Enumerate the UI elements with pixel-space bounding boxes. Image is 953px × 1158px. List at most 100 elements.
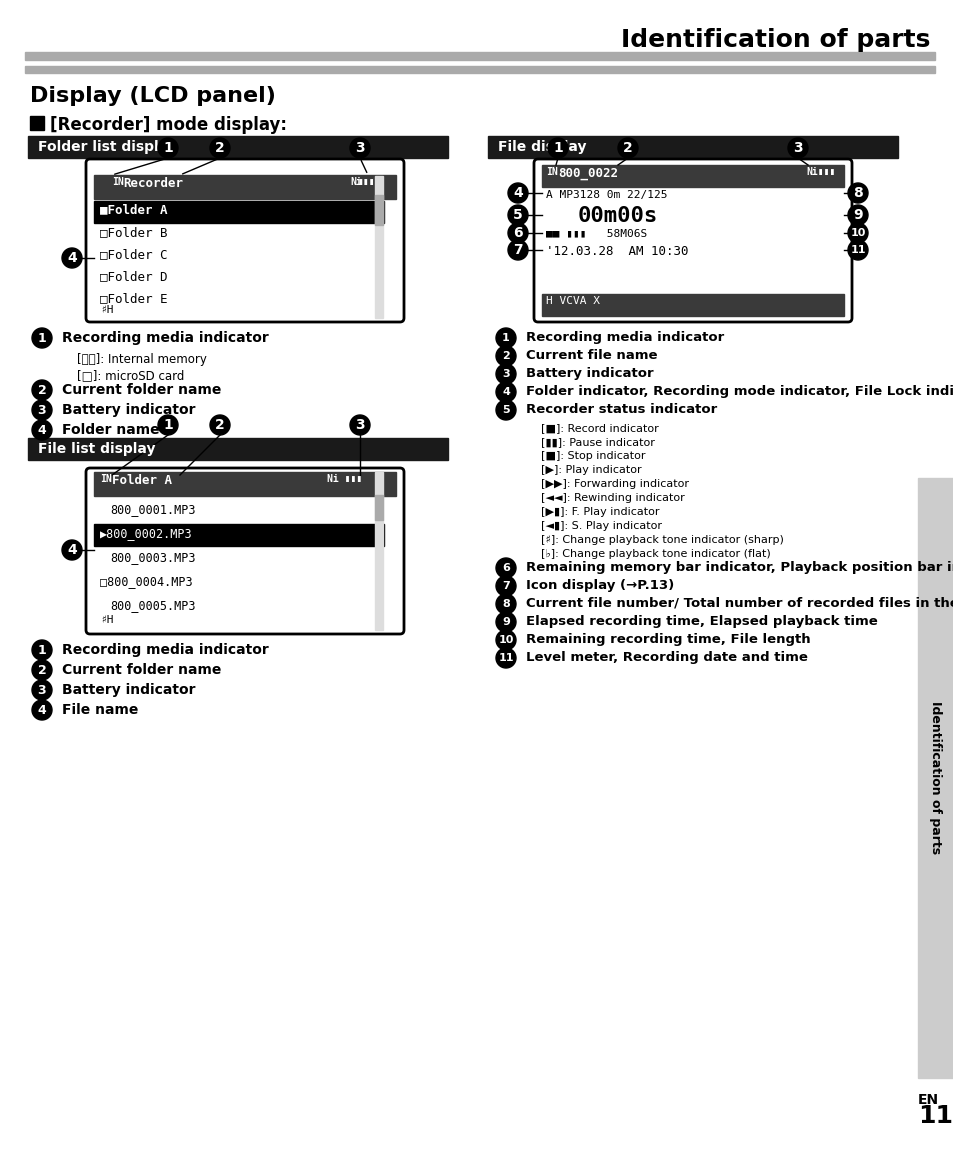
Text: ■■ ▮▮▮   58M06S: ■■ ▮▮▮ 58M06S	[545, 228, 646, 239]
Bar	[94, 201, 384, 223]
Circle shape	[32, 660, 52, 680]
Circle shape	[847, 240, 867, 261]
FancyBboxPatch shape	[534, 159, 851, 322]
Circle shape	[496, 364, 516, 384]
Bar	[94, 525, 384, 547]
Text: 3: 3	[355, 141, 364, 155]
Text: 1: 1	[163, 141, 172, 155]
Circle shape	[496, 328, 516, 349]
Circle shape	[32, 328, 52, 349]
Text: [ⓘⓓ]: Internal memory: [ⓘⓓ]: Internal memory	[77, 353, 207, 366]
Text: Current file number/ Total number of recorded files in the folder: Current file number/ Total number of rec…	[525, 598, 953, 610]
Bar	[30, 116, 44, 130]
Text: 2: 2	[214, 418, 225, 432]
Text: □Folder E: □Folder E	[100, 292, 168, 305]
Text: 1: 1	[37, 331, 47, 344]
Text: File name: File name	[62, 703, 138, 717]
Text: 2: 2	[214, 141, 225, 155]
Circle shape	[496, 630, 516, 650]
Text: 2: 2	[37, 383, 47, 396]
Text: ♯H: ♯H	[100, 615, 113, 625]
Text: 10: 10	[497, 635, 513, 645]
Bar	[541, 164, 843, 186]
Text: □Folder B: □Folder B	[100, 226, 168, 239]
Text: Level meter, Recording date and time: Level meter, Recording date and time	[525, 651, 807, 664]
Text: Recording media indicator: Recording media indicator	[525, 331, 723, 344]
Text: 11: 11	[497, 653, 514, 664]
Text: EN: EN	[917, 1093, 938, 1107]
Circle shape	[618, 138, 638, 157]
Circle shape	[32, 400, 52, 420]
Bar	[25, 66, 934, 73]
Text: [♭]: Change playback tone indicator (flat): [♭]: Change playback tone indicator (fla…	[540, 549, 770, 559]
Text: [□]: microSD card: [□]: microSD card	[77, 369, 184, 382]
Circle shape	[507, 205, 527, 225]
Text: 8: 8	[501, 599, 509, 609]
Text: Folder list display: Folder list display	[38, 140, 176, 154]
Circle shape	[496, 611, 516, 632]
Circle shape	[496, 400, 516, 420]
Bar	[94, 175, 395, 199]
Text: Icon display (→P.13): Icon display (→P.13)	[525, 579, 674, 592]
Text: 4: 4	[513, 186, 522, 200]
Text: 800_0001.MP3: 800_0001.MP3	[110, 503, 195, 516]
Circle shape	[847, 223, 867, 243]
Circle shape	[350, 415, 370, 435]
Text: Display (LCD panel): Display (LCD panel)	[30, 86, 275, 107]
Circle shape	[507, 183, 527, 203]
Text: [▮▮]: Pause indicator: [▮▮]: Pause indicator	[540, 437, 654, 447]
Circle shape	[847, 205, 867, 225]
Text: A MP3128 0m 22/125: A MP3128 0m 22/125	[545, 190, 667, 200]
Circle shape	[496, 576, 516, 596]
Text: Remaining memory bar indicator, Playback position bar indicator: Remaining memory bar indicator, Playback…	[525, 560, 953, 574]
Text: 800_0005.MP3: 800_0005.MP3	[110, 599, 195, 611]
Text: Folder indicator, Recording mode indicator, File Lock indicator: Folder indicator, Recording mode indicat…	[525, 384, 953, 398]
Text: 6: 6	[513, 226, 522, 240]
Bar	[375, 176, 382, 318]
Text: [◄◄]: Rewinding indicator: [◄◄]: Rewinding indicator	[540, 493, 684, 503]
Text: '12.03.28  AM 10:30: '12.03.28 AM 10:30	[545, 245, 688, 258]
Text: IN: IN	[112, 177, 124, 186]
Text: 3: 3	[38, 403, 47, 417]
Text: 1: 1	[553, 141, 562, 155]
Circle shape	[32, 680, 52, 699]
Text: 3: 3	[501, 369, 509, 379]
Text: □Folder D: □Folder D	[100, 270, 168, 283]
Circle shape	[847, 183, 867, 203]
Circle shape	[32, 380, 52, 400]
Text: 9: 9	[852, 208, 862, 222]
FancyBboxPatch shape	[86, 159, 403, 322]
Circle shape	[496, 648, 516, 668]
Bar	[28, 135, 448, 157]
Text: 6: 6	[501, 563, 510, 573]
Bar	[375, 195, 382, 225]
Text: 1: 1	[501, 334, 509, 343]
Text: Current folder name: Current folder name	[62, 383, 221, 397]
Text: 4: 4	[67, 543, 77, 557]
Circle shape	[496, 346, 516, 366]
Circle shape	[787, 138, 807, 157]
Text: 4: 4	[37, 704, 47, 717]
Text: 1: 1	[37, 644, 47, 657]
Circle shape	[158, 138, 178, 157]
Bar	[94, 472, 395, 496]
Text: Identification of parts: Identification of parts	[928, 702, 942, 855]
Text: Current file name: Current file name	[525, 349, 657, 362]
Circle shape	[32, 420, 52, 440]
Text: ■Folder A: ■Folder A	[100, 203, 168, 217]
Bar	[28, 438, 448, 460]
Text: 7: 7	[513, 243, 522, 257]
Text: File list display: File list display	[38, 442, 155, 456]
Text: 3: 3	[792, 141, 802, 155]
Text: 7: 7	[501, 581, 509, 591]
Text: 2: 2	[622, 141, 632, 155]
Text: [Recorder] mode display:: [Recorder] mode display:	[50, 116, 287, 134]
Text: 3: 3	[38, 683, 47, 696]
Text: 2: 2	[501, 351, 509, 361]
Circle shape	[62, 248, 82, 267]
Bar	[25, 52, 934, 60]
Text: [◄▮]: S. Play indicator: [◄▮]: S. Play indicator	[540, 521, 661, 532]
Text: Battery indicator: Battery indicator	[525, 367, 653, 380]
Text: 00m00s: 00m00s	[578, 206, 658, 226]
Circle shape	[507, 223, 527, 243]
